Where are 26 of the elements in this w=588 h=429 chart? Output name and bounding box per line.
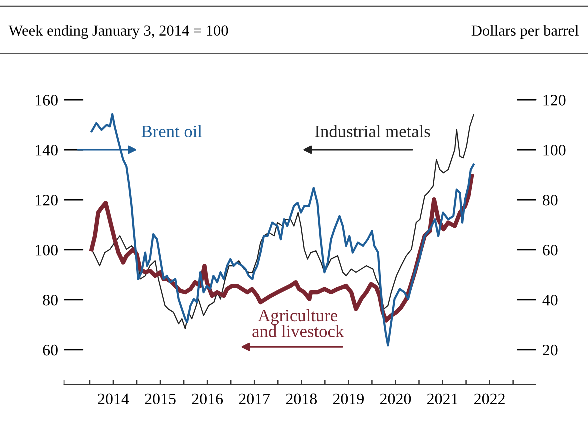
y2-tick-label: 100 [544,145,566,156]
y-tick-label: 80 [43,294,58,306]
y-axis-title: Week ending January 3, 2014 = 100 [8,25,228,40]
y-tick-label: 60 [43,344,58,356]
series-label: Agriculture and livestock [252,309,344,338]
y-tick-label: 100 [36,244,58,256]
y2-tick-label: 20 [543,344,558,356]
series-label: Brent oil [142,125,202,138]
y2-tick-label: 40 [542,294,558,306]
y2-tick-label: 60 [543,244,558,256]
x-tick-label: 2015 [145,394,176,405]
x-tick-label: 2016 [192,394,224,405]
x-tick-label: 2017 [239,394,270,405]
x-tick-label: 2018 [286,394,318,405]
series-label: Industrial metals [315,125,430,138]
x-tick-label: 2021 [427,394,458,405]
x-tick-label: 2020 [380,394,412,405]
x-tick-label: 2014 [98,394,130,405]
x-tick-label: 2019 [333,394,364,405]
y-tick-label: 160 [36,95,58,106]
y-tick-label: 140 [36,145,58,156]
y2-axis-title: Dollars per barrel [472,25,579,40]
y-tick-label: 120 [36,195,58,206]
x-tick-label: 2022 [474,394,505,405]
y2-tick-label: 80 [543,195,558,206]
y2-tick-label: 120 [544,95,566,106]
